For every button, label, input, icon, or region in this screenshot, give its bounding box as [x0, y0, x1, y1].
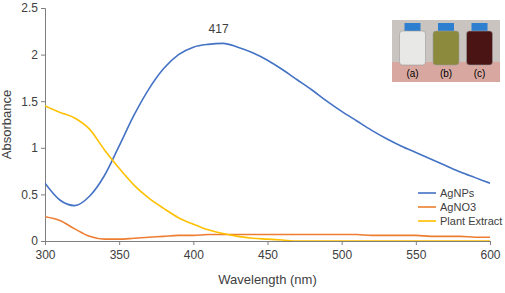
- x-tick-label: 350: [110, 248, 130, 262]
- y-axis-title: Absorbance: [0, 90, 14, 159]
- bottle: [400, 31, 426, 65]
- y-axis-line: [41, 9, 46, 242]
- x-tick: 450: [258, 241, 278, 262]
- legend: AgNPs AgNO3 Plant Extract: [418, 187, 502, 227]
- bottle: [433, 31, 459, 65]
- y-tick: 0: [31, 234, 45, 248]
- bottle-cap: [472, 23, 488, 31]
- x-tick: 400: [184, 241, 204, 262]
- x-tick-mark: [119, 241, 120, 245]
- inset-label: (c): [474, 68, 486, 79]
- inset-label: (a): [406, 68, 418, 79]
- inset-photo: (a) (b) (c): [392, 20, 500, 82]
- x-tick: 350: [110, 241, 130, 262]
- x-axis-title: Wavelength (nm): [218, 272, 317, 287]
- y-tick-label: 0: [31, 234, 38, 248]
- y-tick-mark: [41, 194, 45, 195]
- legend-label: AgNPs: [440, 187, 475, 199]
- x-tick-mark: [416, 241, 417, 245]
- series-line: [45, 106, 490, 241]
- y-tick-mark: [41, 148, 45, 149]
- chart: 300 350 400 450 500 550 600 0 0.5 1 1.5 2 2.5 Wavelen…: [0, 0, 505, 293]
- legend-label: AgNO3: [440, 201, 476, 213]
- x-tick-mark: [193, 241, 194, 245]
- x-tick-mark: [342, 241, 343, 245]
- series-line: [45, 217, 490, 239]
- legend-swatch: [418, 192, 436, 194]
- y-tick: 2.5: [21, 1, 45, 15]
- bottle: [467, 31, 493, 65]
- x-tick-label: 600: [480, 248, 500, 262]
- x-tick: 500: [332, 241, 352, 262]
- x-tick: 600: [480, 241, 500, 262]
- x-tick-label: 550: [406, 248, 426, 262]
- y-tick: 0.5: [21, 188, 45, 202]
- bottle-cap: [405, 23, 421, 31]
- legend-swatch: [418, 220, 436, 222]
- bottle-cap: [438, 23, 454, 31]
- x-tick-label: 450: [258, 248, 278, 262]
- legend-label: Plant Extract: [440, 215, 502, 227]
- y-tick-mark: [41, 55, 45, 56]
- y-tick: 1: [31, 141, 45, 155]
- x-tick-label: 500: [332, 248, 352, 262]
- x-tick-label: 400: [184, 248, 204, 262]
- y-tick-label: 2: [31, 48, 38, 62]
- y-tick-label: 2.5: [21, 1, 38, 15]
- y-tick-label: 1.5: [21, 95, 38, 109]
- annotation: 417: [209, 22, 229, 36]
- inset-label: (b): [440, 68, 452, 79]
- x-tick-mark: [268, 241, 269, 245]
- y-tick-mark: [41, 241, 45, 242]
- inset-background: [392, 20, 500, 82]
- y-axis: 0 0.5 1 1.5 2 2.5: [21, 1, 45, 248]
- y-tick-label: 1: [31, 141, 38, 155]
- x-axis: 300 350 400 450 500 550 600: [35, 241, 500, 262]
- x-axis-line: [46, 242, 491, 246]
- x-tick-label: 300: [35, 248, 55, 262]
- y-tick: 2: [31, 48, 45, 62]
- y-tick-mark: [41, 8, 45, 9]
- legend-swatch: [418, 206, 436, 208]
- y-tick-mark: [41, 101, 45, 102]
- x-tick: 300: [35, 241, 55, 262]
- x-tick-mark: [490, 241, 491, 245]
- y-tick-label: 0.5: [21, 188, 38, 202]
- y-tick: 1.5: [21, 95, 45, 109]
- x-tick: 550: [406, 241, 426, 262]
